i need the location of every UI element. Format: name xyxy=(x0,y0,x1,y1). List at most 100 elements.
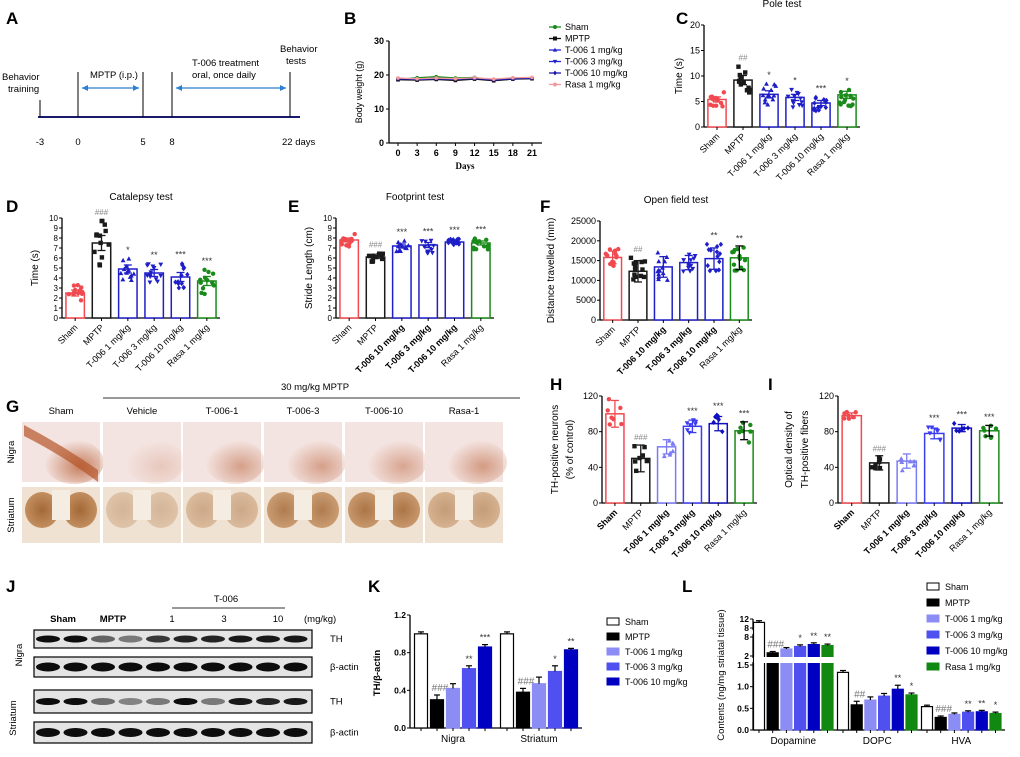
bar xyxy=(339,239,360,319)
data-point xyxy=(790,105,796,110)
blot-band xyxy=(201,698,225,705)
data-point xyxy=(898,456,904,461)
data-point xyxy=(121,266,127,272)
blot-band xyxy=(36,728,60,737)
blot-band xyxy=(256,728,280,737)
data-point xyxy=(762,100,768,105)
y-tick-label: 80 xyxy=(824,427,834,437)
striatum-image xyxy=(345,487,423,543)
blot-band xyxy=(146,662,170,672)
bar xyxy=(759,93,779,128)
data-point xyxy=(732,268,737,273)
significance-marker: ### xyxy=(518,676,535,687)
blot-band xyxy=(173,698,198,705)
data-point xyxy=(762,97,768,102)
data-point xyxy=(369,259,375,264)
timeline-tick: 5 xyxy=(140,137,145,148)
western-blot-panel: T-006 Sham MPTP 1 3 10 (mg/kg) TH β-actin TH β-act… xyxy=(8,594,359,744)
data-point xyxy=(839,94,844,100)
data-point xyxy=(431,243,436,249)
data-point xyxy=(530,75,534,80)
y-tick-label: 20 xyxy=(374,70,384,80)
data-point xyxy=(118,270,124,276)
blot-band xyxy=(36,698,60,705)
data-point xyxy=(202,267,207,273)
data-point xyxy=(453,76,458,81)
data-point xyxy=(789,87,794,93)
data-point xyxy=(704,241,710,247)
legend-swatch xyxy=(606,617,620,626)
series-path xyxy=(397,76,533,80)
data-point xyxy=(471,247,477,252)
y-tick-label: 80 xyxy=(588,427,598,437)
y-tick-label: 6 xyxy=(328,254,333,263)
legend-swatch xyxy=(926,646,940,655)
lane-group-label: MPTP xyxy=(100,614,127,625)
data-point xyxy=(603,251,608,257)
data-point xyxy=(150,264,156,269)
treatment-label: T-006 treatment xyxy=(192,58,259,69)
category-label: Sham xyxy=(832,507,856,531)
significance-marker: * xyxy=(994,700,998,710)
data-point xyxy=(711,419,716,425)
data-point xyxy=(715,253,720,260)
histology-panel: 30 mg/kg MPTP Sham Vehicle T-006-1 T-006-3 T-… xyxy=(6,382,520,543)
group-column-header: Rasa-1 xyxy=(449,406,480,417)
y-tick-label: 5 xyxy=(54,264,59,273)
data-point xyxy=(633,274,638,280)
data-point xyxy=(735,246,740,252)
y-tick-label: 0 xyxy=(593,498,598,508)
bar xyxy=(752,621,766,731)
y-tick-label: 1.2 xyxy=(394,610,406,620)
data-point xyxy=(368,253,373,259)
data-point xyxy=(632,459,638,464)
data-point xyxy=(738,425,743,430)
legend-swatch xyxy=(606,632,620,641)
treatment-label: oral, once daily xyxy=(192,70,256,81)
group-label: Dopamine xyxy=(770,736,816,747)
data-point xyxy=(813,108,819,114)
bar xyxy=(978,430,1000,504)
data-point xyxy=(640,267,645,272)
data-point xyxy=(425,250,431,256)
bar xyxy=(117,268,138,319)
chart-title: Open field test xyxy=(644,195,709,206)
data-point xyxy=(718,241,724,247)
mptp-label: MPTP (i.p.) xyxy=(90,70,138,81)
data-point xyxy=(841,99,847,105)
y-axis-title: Time (s) xyxy=(30,250,41,286)
data-point xyxy=(935,428,941,434)
data-point xyxy=(639,259,644,265)
significance-marker: ### xyxy=(873,445,887,454)
blot-strip xyxy=(33,689,313,714)
significance-marker: * xyxy=(126,245,130,255)
data-point xyxy=(661,453,667,459)
category-label: Sham xyxy=(595,507,619,531)
data-point xyxy=(813,95,818,101)
chart-title: Footprint test xyxy=(386,192,445,203)
significance-marker: * xyxy=(767,70,771,80)
panel-label-d: D xyxy=(6,197,18,216)
panel-label-e: E xyxy=(288,197,299,216)
data-point xyxy=(873,465,878,471)
data-point xyxy=(434,76,439,80)
data-point xyxy=(128,273,134,278)
legend-label: Rasa 1 mg/kg xyxy=(945,662,1001,672)
blot-band xyxy=(91,662,115,672)
y-tick-label: 30 xyxy=(374,36,384,46)
data-point xyxy=(179,261,185,267)
data-point xyxy=(799,100,805,105)
data-point xyxy=(429,250,435,256)
data-point xyxy=(798,96,803,101)
category-label: T-006 1 mg/kg xyxy=(622,507,671,556)
significance-marker: ** xyxy=(567,636,575,646)
y-axis-title: TH-positive neurons xyxy=(550,405,561,494)
bar xyxy=(429,699,445,729)
data-point xyxy=(720,104,725,109)
group-label: HVA xyxy=(951,736,971,747)
data-point xyxy=(851,96,856,101)
blot-band xyxy=(228,728,253,737)
